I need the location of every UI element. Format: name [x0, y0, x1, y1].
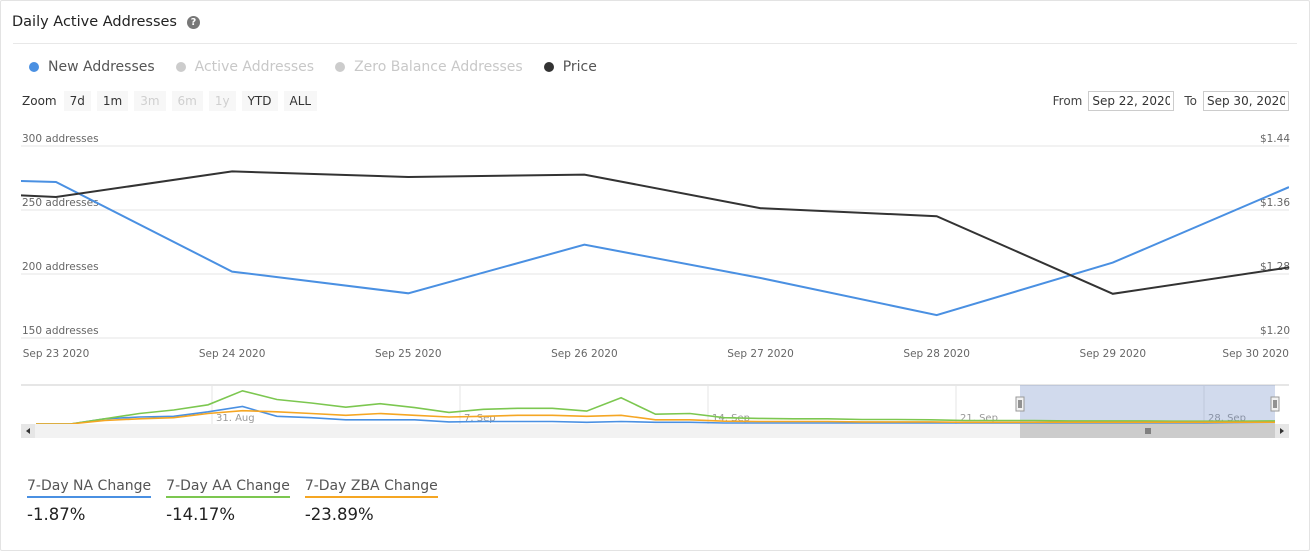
scrollbar-track [21, 424, 1289, 438]
legend-item-zero-balance-addresses[interactable]: Zero Balance Addresses [335, 59, 523, 75]
from-date-input[interactable] [1088, 91, 1175, 111]
stat-value: -1.87% [27, 505, 86, 524]
zoom-6m-button[interactable]: 6m [171, 91, 203, 111]
legend-item-price[interactable]: Price [543, 59, 597, 75]
legend-dot-icon [29, 62, 39, 72]
zoom-7d-button[interactable]: 7d [63, 91, 91, 111]
navigator-label: 21. Sep [960, 413, 998, 424]
to-label: To [1184, 94, 1197, 108]
zoom-controls: Zoom 7d 1m 3m 6m 1y YTD ALL [22, 91, 323, 111]
series-group [21, 170, 1289, 317]
x-tick-label: Sep 26 2020 [551, 348, 618, 360]
navigator-series [36, 409, 1275, 425]
legend-dot-icon [543, 62, 554, 72]
to-date-input[interactable] [1203, 91, 1289, 111]
legend: New Addresses Active Addresses Zero Bala… [29, 59, 618, 75]
zoom-label: Zoom [22, 94, 57, 108]
legend-item-new-addresses[interactable]: New Addresses [29, 59, 155, 75]
zoom-3m-button[interactable]: 3m [134, 91, 166, 111]
x-tick-label: Sep 25 2020 [375, 348, 442, 360]
header: Daily Active Addresses ? [12, 11, 200, 33]
main-chart[interactable]: 300 addresses $1.44 250 addresses $1.36 200 … [1, 123, 1309, 363]
stat-zba-change: 7-Day ZBA Change -23.89% [304, 475, 438, 524]
stat-label: 7-Day ZBA Change [304, 478, 438, 498]
x-tick-label: Sep 27 2020 [727, 348, 794, 360]
scroll-right-icon [1275, 424, 1289, 438]
zoom-ytd-button[interactable]: YTD [241, 91, 278, 111]
legend-dot-icon [335, 62, 346, 72]
divider [13, 43, 1297, 44]
x-tick-label: Sep 24 2020 [199, 348, 266, 360]
help-icon[interactable]: ? [186, 15, 200, 29]
y2-tick-label: $1.44 [1260, 133, 1290, 145]
legend-label: Price [562, 59, 597, 75]
y2-tick-label: $1.20 [1260, 325, 1290, 337]
stat-na-change: 7-Day NA Change -1.87% [27, 475, 152, 524]
x-tick-label: Sep 23 2020 [23, 348, 90, 360]
series-line [21, 170, 1289, 295]
stat-label: 7-Day AA Change [166, 478, 290, 498]
stat-value: -23.89% [304, 505, 374, 524]
zoom-1y-button[interactable]: 1y [208, 91, 236, 111]
page-title: Daily Active Addresses [12, 14, 177, 30]
legend-label: Active Addresses [194, 59, 315, 75]
legend-item-active-addresses[interactable]: Active Addresses [175, 59, 315, 75]
y-tick-label: 150 addresses [22, 325, 99, 337]
navigator-selection [1020, 385, 1275, 424]
zoom-all-button[interactable]: ALL [283, 91, 318, 111]
stats-row: 7-Day NA Change -1.87% 7-Day AA Change -… [27, 475, 453, 524]
stat-value: -14.17% [166, 505, 236, 524]
series-line [21, 179, 1289, 317]
navigator-series [36, 389, 1276, 425]
y-tick-label: 200 addresses [22, 261, 99, 273]
x-tick-label: Sep 30 2020 [1222, 348, 1289, 360]
stat-label: 7-Day NA Change [27, 478, 152, 498]
x-tick-label: Sep 28 2020 [903, 348, 970, 360]
from-label: From [1052, 94, 1083, 108]
legend-label: New Addresses [48, 59, 155, 75]
y-tick-label: 300 addresses [22, 133, 99, 145]
navigator-label: 28. Sep [1208, 413, 1246, 424]
stat-aa-change: 7-Day AA Change -14.17% [166, 475, 290, 524]
navigator-label: 7. Sep [464, 413, 496, 424]
y2-tick-label: $1.36 [1260, 197, 1290, 209]
zoom-1m-button[interactable]: 1m [96, 91, 129, 111]
legend-dot-icon [175, 62, 186, 72]
x-tick-label: Sep 29 2020 [1080, 348, 1147, 360]
navigator-handle [1015, 396, 1025, 412]
y-tick-label: 250 addresses [22, 197, 99, 209]
date-range: From To [1043, 91, 1289, 111]
navigator-handle [1270, 396, 1280, 412]
navigator-label: 31. Aug [216, 413, 255, 424]
legend-label: Zero Balance Addresses [354, 59, 523, 75]
scroll-left-icon [21, 424, 35, 438]
